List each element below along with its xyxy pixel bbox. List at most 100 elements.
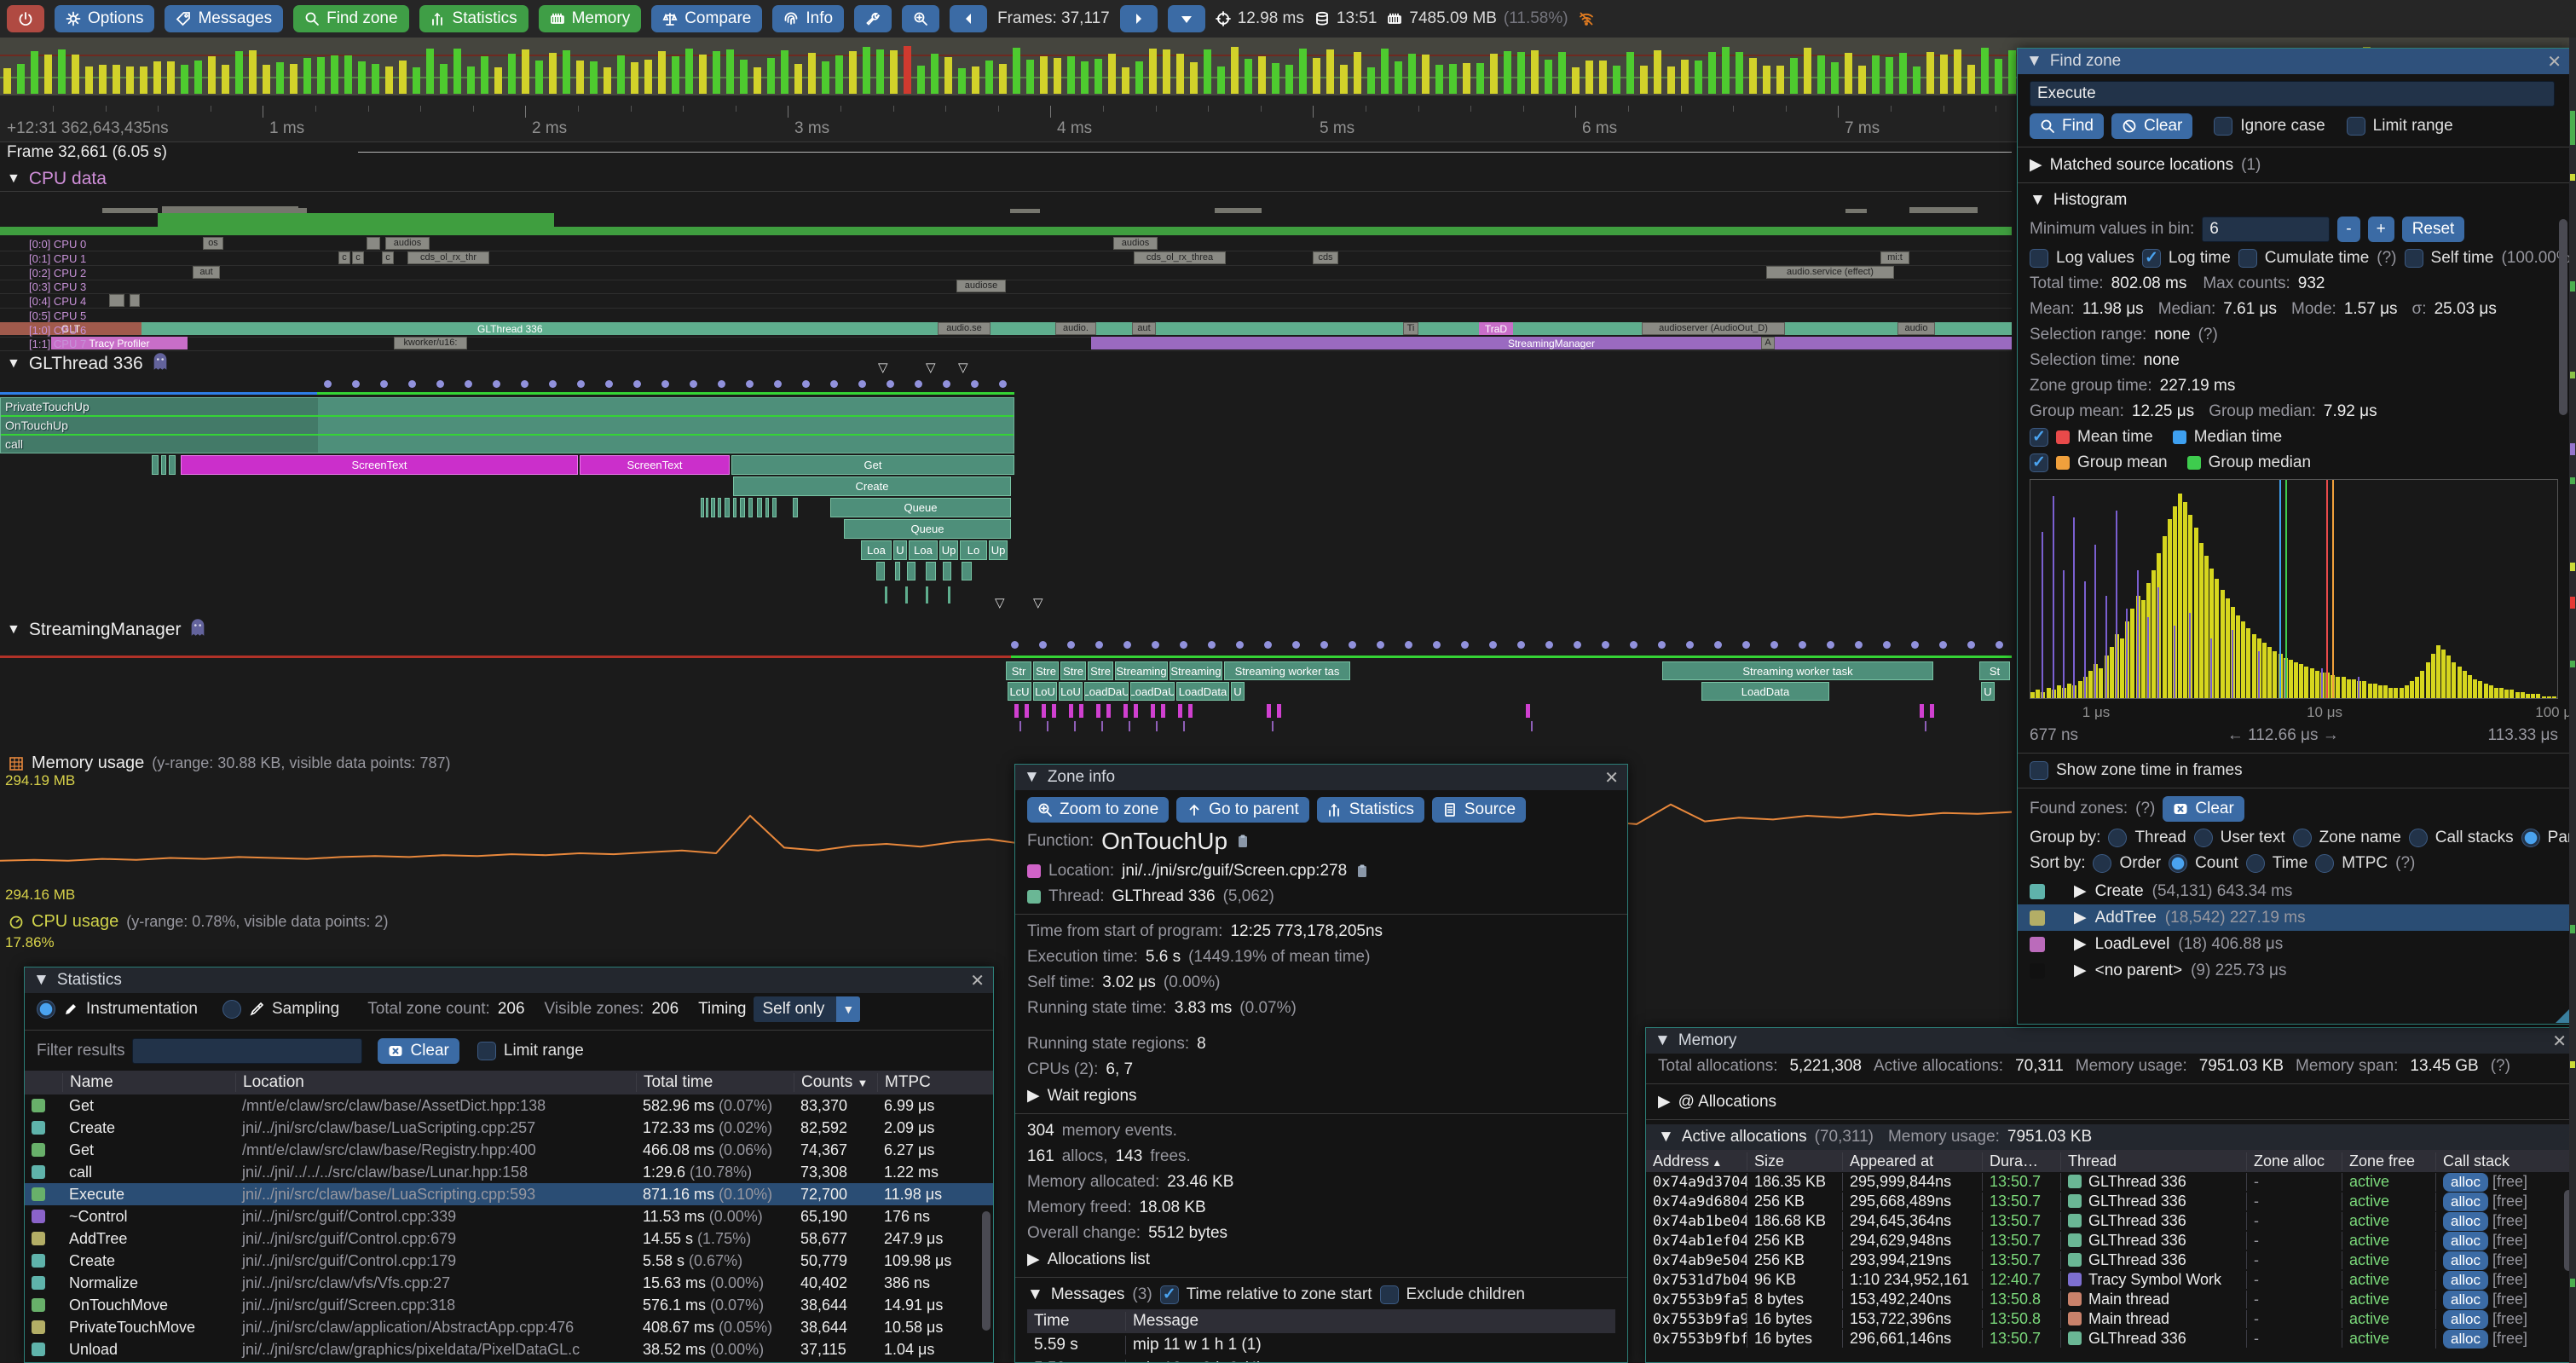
frame-bar[interactable] <box>713 50 720 94</box>
alloc-badge[interactable]: alloc <box>2443 1309 2488 1329</box>
frame-bar[interactable] <box>58 49 66 94</box>
sampling-radio[interactable] <box>222 1000 241 1019</box>
glthread-header[interactable]: ▼ GLThread 336 <box>7 353 169 375</box>
frame-bar[interactable] <box>999 63 1007 94</box>
frame-bar[interactable] <box>1845 52 1852 94</box>
statistics-titlebar[interactable]: ▼ Statistics ✕ <box>25 967 993 993</box>
zone-bar[interactable]: ScreenText <box>181 455 578 475</box>
copy-icon[interactable] <box>1235 834 1250 849</box>
frame-bar[interactable] <box>535 61 543 94</box>
options-button[interactable]: Options <box>55 5 155 32</box>
frame-bar[interactable] <box>740 59 748 94</box>
process-box[interactable]: mi:t <box>1880 251 1909 264</box>
frame-bar[interactable] <box>1681 60 1689 94</box>
frame-bar[interactable] <box>1135 61 1143 94</box>
cpu-core-row[interactable] <box>0 294 2012 309</box>
frame-bar[interactable] <box>617 55 625 94</box>
zoom-to-zone-button[interactable]: Zoom to zone <box>1027 797 1170 823</box>
reset-button[interactable]: Reset <box>2401 217 2465 242</box>
sample-dot[interactable] <box>1630 641 1637 649</box>
process-box[interactable]: audio <box>1897 322 1935 335</box>
cpu-zone-bar[interactable]: GLT <box>0 322 142 335</box>
process-box[interactable]: audio.se <box>938 322 991 335</box>
glthread-span-band[interactable]: PrivateTouchUp OnTouchUp call <box>0 397 1014 453</box>
sort-by-order[interactable] <box>2093 854 2112 873</box>
tools-button[interactable] <box>854 5 892 32</box>
sort-by-time[interactable] <box>2245 854 2265 873</box>
zone-bar[interactable]: LoadData <box>1176 682 1229 701</box>
process-box[interactable]: audioserver (AudioOut_D) <box>1642 322 1785 335</box>
frame-bar[interactable] <box>1449 63 1457 94</box>
sample-dot[interactable] <box>633 380 641 388</box>
frame-bar[interactable] <box>767 58 775 94</box>
frame-bar[interactable] <box>1926 51 1934 94</box>
log-values-checkbox[interactable] <box>2030 249 2048 268</box>
column-header[interactable]: Appeared at <box>1842 1152 1982 1170</box>
frame-bar[interactable] <box>1422 54 1430 94</box>
frame-bar[interactable] <box>1545 60 1552 94</box>
frame-bar[interactable] <box>1654 49 1661 94</box>
sample-dot[interactable] <box>521 380 528 388</box>
frame-bar[interactable] <box>958 67 966 94</box>
sample-dot[interactable] <box>1264 641 1272 649</box>
sample-dot[interactable] <box>1574 641 1581 649</box>
sample-dot[interactable] <box>1686 641 1694 649</box>
prev-frame-button[interactable] <box>950 5 988 32</box>
matched-source-locations[interactable]: ▶ Matched source locations (1) <box>2030 155 2261 175</box>
frame-bar[interactable] <box>890 50 898 94</box>
table-row[interactable]: OnTouchMove jni/../jni/src/guif/Screen.cp… <box>25 1294 993 1316</box>
process-box[interactable]: c <box>338 251 350 264</box>
frame-bar[interactable] <box>399 60 407 94</box>
zone-bar[interactable] <box>169 455 176 475</box>
frame-bar[interactable] <box>1313 57 1320 94</box>
zone-bar[interactable] <box>943 562 951 580</box>
messages-label[interactable]: Messages <box>1050 1285 1125 1303</box>
sample-dot[interactable] <box>1208 641 1216 649</box>
column-header[interactable]: Thread <box>2060 1152 2246 1170</box>
zone-bar[interactable]: St <box>1979 661 2010 680</box>
zone-bar[interactable]: Loa <box>909 540 938 560</box>
sample-dot[interactable] <box>1602 641 1609 649</box>
frame-bar[interactable] <box>863 47 870 94</box>
memory-scrollbar[interactable] <box>2564 1190 2573 1271</box>
frame-bar[interactable] <box>917 66 925 94</box>
sample-dot[interactable] <box>971 380 979 388</box>
frame-bar[interactable] <box>303 58 311 94</box>
frame-bar[interactable] <box>1517 52 1525 94</box>
frame-bar[interactable] <box>944 57 952 94</box>
frame-bar[interactable] <box>99 65 107 94</box>
close-icon[interactable]: ✕ <box>2547 52 2562 72</box>
frame-bar[interactable] <box>1572 66 1580 94</box>
found-zone-group[interactable]: ▶ Create (54,131) 643.34 ms <box>2018 878 2570 904</box>
next-frame-button[interactable] <box>1119 5 1158 32</box>
sample-dot[interactable] <box>380 380 388 388</box>
frame-bar[interactable] <box>1026 60 1034 94</box>
process-box[interactable]: aut <box>193 266 220 279</box>
zone-bar[interactable] <box>895 562 900 580</box>
frame-bar[interactable] <box>1163 49 1170 94</box>
frame-bar[interactable] <box>453 48 461 94</box>
find-zone-scrollbar[interactable] <box>2559 219 2567 415</box>
min-bin-input[interactable]: 6 <box>2202 217 2331 242</box>
group-checkbox[interactable] <box>2030 453 2048 472</box>
collapsed-zones-icon[interactable]: ▽ <box>1033 596 1043 610</box>
self-time-checkbox[interactable] <box>2404 249 2423 268</box>
allocation-row[interactable]: 0x74a9d37040186.35 KB295,999,844ns13:50.… <box>1646 1172 2575 1192</box>
group-by-user-text[interactable] <box>2193 829 2213 847</box>
cpu-zone-bar[interactable]: Tracy Profiler <box>51 337 188 349</box>
cpu-zone-bar[interactable]: StreamingManager <box>1091 337 2012 349</box>
frame-bar[interactable] <box>494 66 502 94</box>
sample-dot[interactable] <box>1236 641 1244 649</box>
sample-dot[interactable] <box>1883 641 1891 649</box>
sample-dot[interactable] <box>1292 641 1300 649</box>
frame-bar[interactable] <box>1817 55 1825 94</box>
compare-button[interactable]: Compare <box>651 5 763 32</box>
filter-input[interactable] <box>132 1038 363 1064</box>
frame-bar[interactable] <box>1204 49 1211 94</box>
zone-bar[interactable]: LoU <box>1033 682 1057 701</box>
frame-bar[interactable] <box>685 49 693 94</box>
frame-bar[interactable] <box>1640 66 1648 94</box>
sample-dot[interactable] <box>999 380 1007 388</box>
sample-dot[interactable] <box>1939 641 1947 649</box>
zone-bar[interactable] <box>711 498 715 517</box>
